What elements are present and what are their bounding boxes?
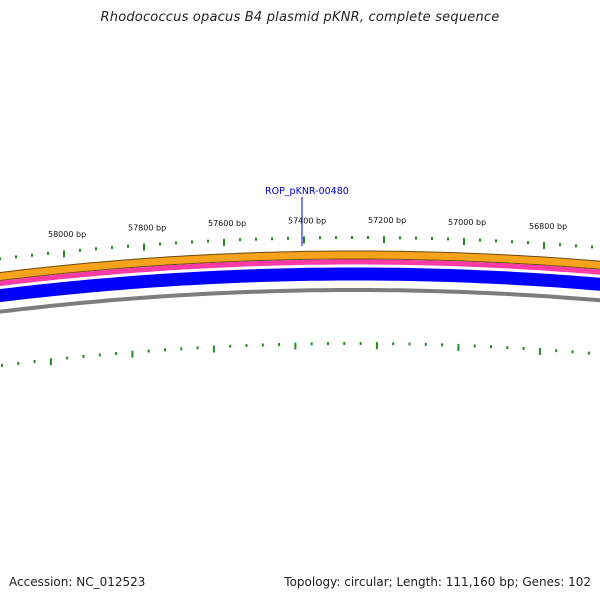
blue-track (0, 267, 600, 303)
tick-label: 57400 bp (288, 216, 326, 225)
map-title: Rhodococcus opacus B4 plasmid pKNR, comp… (100, 10, 500, 25)
gene-label[interactable]: ROP_pKNR-00480 (265, 186, 349, 197)
pink-track (0, 259, 600, 287)
tick-label-group: 58000 bp 57800 bp 57600 bp 57400 bp 57200 bp… (48, 216, 567, 239)
tick-label: 57800 bp (128, 223, 166, 232)
tick-label: 57600 bp (208, 219, 246, 228)
accession-text: Accession: NC_012523 (9, 575, 146, 589)
tick-label: 56800 bp (529, 222, 567, 231)
summary-text: Topology: circular; Length: 111,160 bp; … (284, 575, 591, 589)
orange-track (0, 251, 600, 281)
gray-track (0, 288, 600, 314)
inner-tick-group (1, 342, 590, 367)
track-group (0, 250, 600, 314)
outer-tick-group (0, 236, 593, 261)
tick-label: 57200 bp (368, 216, 406, 225)
tick-label: 57000 bp (448, 218, 486, 227)
tick-label: 58000 bp (48, 230, 86, 239)
